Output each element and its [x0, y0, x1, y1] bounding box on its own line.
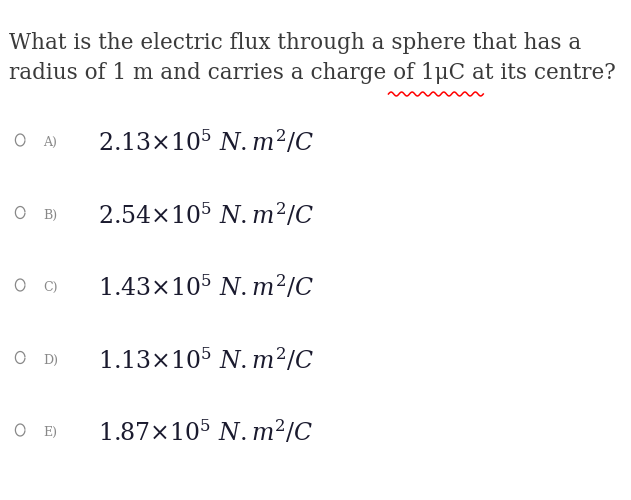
- Text: $2.54{\times}10^5\ N{.}m^2/C$: $2.54{\times}10^5\ N{.}m^2/C$: [98, 201, 315, 229]
- Text: $2.13{\times}10^5\ N{.}m^2/C$: $2.13{\times}10^5\ N{.}m^2/C$: [98, 128, 315, 156]
- Text: A): A): [43, 136, 57, 149]
- Text: E): E): [43, 426, 57, 439]
- Text: $1.13{\times}10^5\ N{.}m^2/C$: $1.13{\times}10^5\ N{.}m^2/C$: [98, 346, 315, 374]
- Text: $1.87{\times}10^5\ N{.}m^2/C$: $1.87{\times}10^5\ N{.}m^2/C$: [98, 418, 314, 446]
- Text: D): D): [43, 354, 58, 366]
- Text: B): B): [43, 208, 57, 222]
- Text: $1.43{\times}10^5\ N{.}m^2/C$: $1.43{\times}10^5\ N{.}m^2/C$: [98, 274, 315, 301]
- Text: What is the electric flux through a sphere that has a: What is the electric flux through a sphe…: [9, 32, 581, 54]
- Text: C): C): [43, 281, 57, 294]
- Text: radius of 1 m and carries a charge of 1μC at its centre?: radius of 1 m and carries a charge of 1μ…: [9, 62, 616, 84]
